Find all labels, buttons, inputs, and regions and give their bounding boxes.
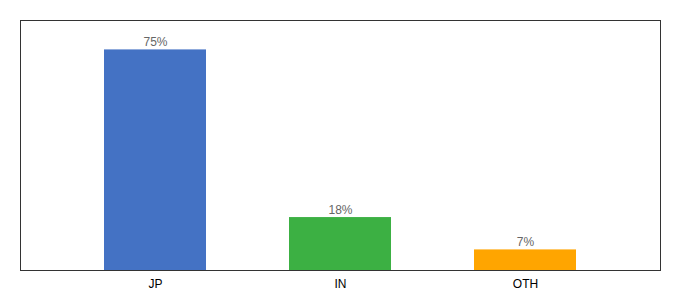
svg-text:OTH: OTH <box>513 277 538 291</box>
svg-text:7%: 7% <box>517 235 535 249</box>
svg-text:JP: JP <box>148 277 162 291</box>
svg-text:75%: 75% <box>143 35 167 49</box>
svg-text:18%: 18% <box>328 203 352 217</box>
svg-text:IN: IN <box>335 277 347 291</box>
